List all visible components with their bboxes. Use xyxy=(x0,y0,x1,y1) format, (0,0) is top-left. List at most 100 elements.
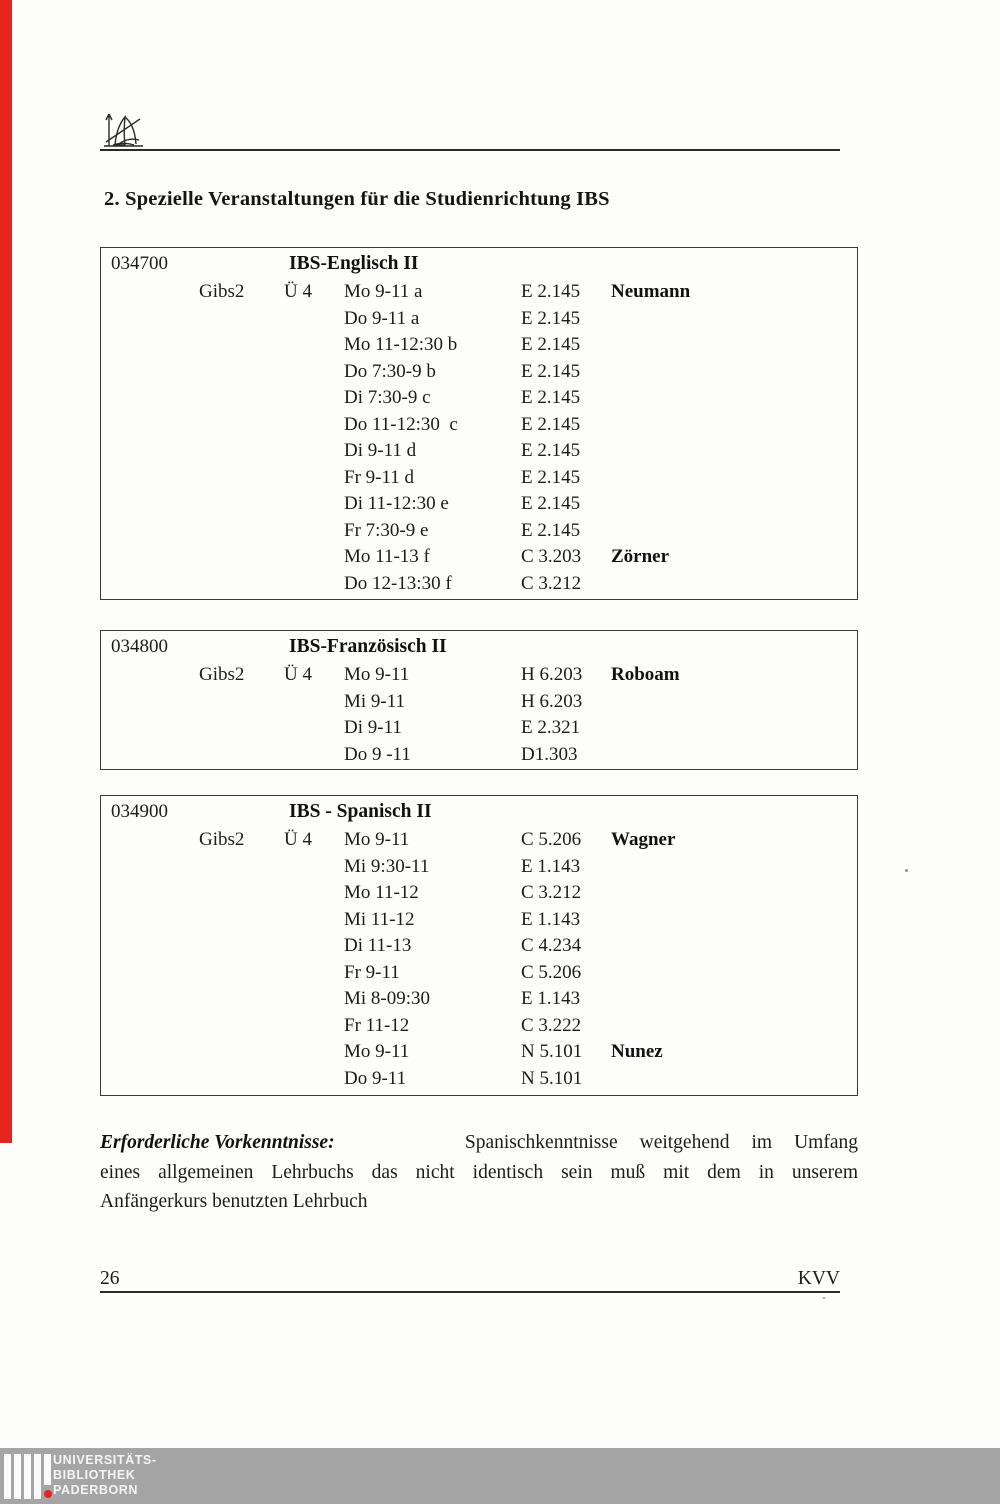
session-row: Do 12-13:30 f C 3.212 xyxy=(101,573,857,600)
library-barcode-bar xyxy=(44,1454,51,1485)
binding-stripe xyxy=(0,0,12,1143)
session-row: Do 11-12:30 c E 2.145 xyxy=(101,414,857,441)
session-room: E 2.145 xyxy=(521,413,581,435)
session-room: E 2.145 xyxy=(521,307,581,329)
session-lecturer: Roboam xyxy=(611,664,680,685)
scan-speck xyxy=(823,1297,825,1299)
session-time: Do 9-11 a xyxy=(344,307,420,329)
session-row: Fr 11-12 C 3.222 xyxy=(101,1015,857,1042)
session-room: E 2.145 xyxy=(521,281,581,302)
session-room: E 2.145 xyxy=(521,466,581,488)
session-room: C 3.222 xyxy=(521,1014,582,1036)
session-room: E 2.145 xyxy=(521,440,581,461)
note-line-3: Anfängerkurs benutzten Lehrbuch xyxy=(100,1191,368,1212)
session-room: E 2.145 xyxy=(521,519,581,541)
session-row: Mi 9:30-11 E 1.143 xyxy=(101,856,857,883)
course-title: IBS-Englisch II xyxy=(289,253,419,274)
session-lecturer: Nunez xyxy=(611,1041,663,1062)
course-title: IBS - Spanisch II xyxy=(289,801,432,822)
prerequisites-note: Erforderliche Vorkenntnisse: Spanischken… xyxy=(100,1128,858,1217)
session-row: Mo 9-11 N 5.101 Nunez xyxy=(101,1041,857,1068)
library-banner: UNIVERSITÄTS- BIBLIOTHEK PADERBORN xyxy=(0,1448,1000,1504)
course-group: Gibs2 xyxy=(199,829,245,850)
footer-kvv-label: KVV xyxy=(797,1268,840,1289)
library-name-line: PADERBORN xyxy=(53,1483,139,1497)
page-number: 26 xyxy=(100,1268,120,1289)
session-room: H 6.203 xyxy=(521,664,583,685)
session-room: E 1.143 xyxy=(521,855,581,877)
session-time: Di 11-13 xyxy=(344,935,412,956)
session-room: E 2.145 xyxy=(521,493,581,514)
session-time: Di 11-12:30 e xyxy=(344,493,449,514)
session-time: Mi 9-11 xyxy=(344,690,406,712)
note-lead-label: Erforderliche Vorkenntnisse: xyxy=(100,1132,335,1153)
session-time: Mo 9-11 a xyxy=(344,281,423,302)
course-type: Ü 4 xyxy=(284,829,312,850)
course-group: Gibs2 xyxy=(199,281,245,302)
session-room: E 1.143 xyxy=(521,908,581,930)
page-footer: 26 KVV xyxy=(100,1264,840,1293)
session-room: C 3.212 xyxy=(521,882,582,903)
session-time: Di 9-11 d xyxy=(344,440,417,461)
session-time: Fr 7:30-9 e xyxy=(344,519,429,541)
session-time: Mo 11-12:30 b xyxy=(344,334,458,355)
course-type: Ü 4 xyxy=(284,664,312,685)
session-list: Gibs2 Ü 4 Mo 9-11 a E 2.145 Neumann Do 9-11 a… xyxy=(101,281,857,599)
session-row: Gibs2 Ü 4 Mo 9-11 H 6.203 Roboam xyxy=(101,664,857,691)
page-title: 2. Spezielle Veranstaltungen für die Stu… xyxy=(104,188,610,210)
session-room: E 2.145 xyxy=(521,387,581,408)
session-room: E 2.145 xyxy=(521,360,581,382)
course-box-ibs-franzoesisch: 034800 IBS-Französisch II Gibs2 Ü 4 Mo 9-1… xyxy=(100,630,858,770)
session-time: Fr 11-12 xyxy=(344,1014,410,1036)
session-row: Do 9 -11 D1.303 xyxy=(101,744,857,771)
session-time: Mi 11-12 xyxy=(344,908,415,930)
session-list: Gibs2 Ü 4 Mo 9-11 H 6.203 Roboam Mi 9-11 H 6.2… xyxy=(101,664,857,770)
session-row: Di 9-11 E 2.321 xyxy=(101,717,857,744)
library-logo-dot xyxy=(44,1490,52,1498)
session-room: C 5.206 xyxy=(521,829,582,850)
session-time: Mo 9-11 xyxy=(344,664,410,685)
course-number: 034800 xyxy=(111,636,168,657)
session-time: Mo 11-12 xyxy=(344,882,419,903)
library-name-line: BIBLIOTHEK xyxy=(53,1468,136,1482)
note-line-1: Erforderliche Vorkenntnisse: Spanischken… xyxy=(100,1128,858,1158)
session-room: N 5.101 xyxy=(521,1041,583,1062)
session-row: Gibs2 Ü 4 Mo 9-11 a E 2.145 Neumann xyxy=(101,281,857,308)
session-time: Do 12-13:30 f xyxy=(344,572,452,594)
session-time: Mo 9-11 xyxy=(344,829,410,850)
course-number: 034700 xyxy=(111,253,168,274)
session-room: C 3.203 xyxy=(521,546,582,567)
session-list: Gibs2 Ü 4 Mo 9-11 C 5.206 Wagner Mi 9:30-11 E … xyxy=(101,829,857,1094)
session-row: Mo 11-12:30 b E 2.145 xyxy=(101,334,857,361)
course-group: Gibs2 xyxy=(199,664,245,685)
session-lecturer: Zörner xyxy=(611,546,670,567)
course-number: 034900 xyxy=(111,801,168,822)
course-type: Ü 4 xyxy=(284,281,312,302)
session-time: Mi 8-09:30 xyxy=(344,988,431,1009)
note-word: im xyxy=(751,1132,773,1153)
session-room: D1.303 xyxy=(521,743,578,765)
session-lecturer: Neumann xyxy=(611,281,691,302)
session-lecturer: Wagner xyxy=(611,829,676,850)
session-room: E 2.145 xyxy=(521,334,581,355)
session-row: Di 11-13 C 4.234 xyxy=(101,935,857,962)
session-room: N 5.101 xyxy=(521,1067,583,1089)
session-row: Fr 9-11 C 5.206 xyxy=(101,962,857,989)
library-name-line: UNIVERSITÄTS- xyxy=(53,1453,157,1467)
session-row: Fr 7:30-9 e E 2.145 xyxy=(101,520,857,547)
university-logo-sketch xyxy=(104,113,143,147)
course-box-ibs-spanisch: 034900 IBS - Spanisch II Gibs2 Ü 4 Mo 9-11… xyxy=(100,795,858,1096)
session-time: Do 9-11 xyxy=(344,1067,407,1089)
session-room: C 4.234 xyxy=(521,935,582,956)
note-word: Spanischkenntnisse xyxy=(464,1132,618,1153)
course-header: 034700 IBS-Englisch II xyxy=(101,253,857,281)
session-row: Gibs2 Ü 4 Mo 9-11 C 5.206 Wagner xyxy=(101,829,857,856)
course-box-ibs-englisch: 034700 IBS-Englisch II Gibs2 Ü 4 Mo 9-11 a… xyxy=(100,247,858,600)
session-row: Di 9-11 d E 2.145 xyxy=(101,440,857,467)
session-row: Do 7:30-9 b E 2.145 xyxy=(101,361,857,388)
session-row: Mi 9-11 H 6.203 xyxy=(101,691,857,718)
session-time: Di 7:30-9 c xyxy=(344,387,431,408)
header-rule xyxy=(100,149,840,151)
session-row: Mo 11-13 f C 3.203 Zörner xyxy=(101,546,857,573)
